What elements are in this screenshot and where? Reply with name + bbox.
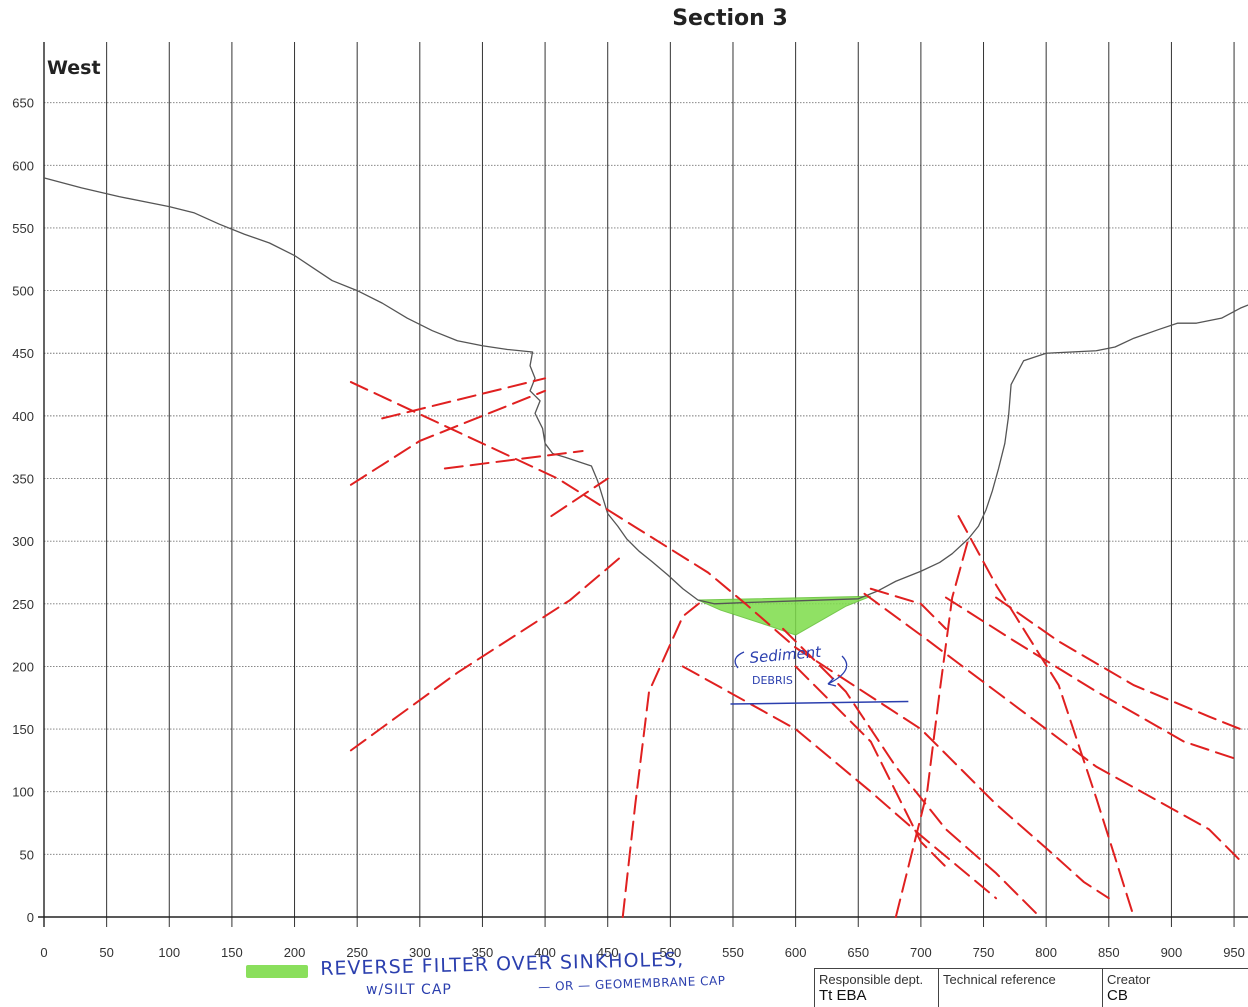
fracture-line [944,596,1242,762]
x-tick-label: 700 [910,945,932,960]
y-tick-label: 100 [12,785,34,800]
x-tick-label: 500 [659,945,681,960]
fracture-line [794,665,947,868]
x-tick-label: 800 [1035,945,1057,960]
x-tick-label: 300 [409,945,431,960]
y-tick-label: 250 [12,597,34,612]
fracture-line [995,596,1242,731]
y-tick-label: 200 [12,659,34,674]
west-label: West [47,57,101,79]
fracture-line [782,627,1041,918]
fracture-line [349,556,622,752]
y-tick-label: 550 [12,221,34,236]
title-block-label: Responsible dept. [819,972,924,987]
annotation-bracket-right [827,655,848,687]
title-block: Responsible dept. Tt EBA Technical refer… [814,968,1248,1007]
y-tick-label: 50 [20,847,34,862]
x-tick-labels: 0 50 100 150 200 250 300 350 400 450 500 550 600 650 7… [40,945,1245,960]
x-tick-label: 50 [99,945,113,960]
annotation-bracket-left [734,651,745,669]
title-block-cell-techref: Technical reference [938,969,1102,1007]
fracture-line [894,537,970,918]
y-tick-labels: 0 50 100 150 200 250 300 350 400 450 500 550 600 650 [12,96,34,925]
fracture-line [869,587,947,630]
legend-swatch [246,965,308,978]
x-tick-label: 650 [847,945,869,960]
ground-profile-line [43,177,1248,605]
x-tick-label: 750 [973,945,995,960]
y-tick-label: 450 [12,346,34,361]
y-tick-label: 500 [12,284,34,299]
fracture-line [381,377,547,420]
y-tick-label: 350 [12,472,34,487]
y-tick-label: 0 [27,910,34,925]
x-tick-label: 950 [1223,945,1245,960]
y-tick-label: 300 [12,534,34,549]
ground-profile [43,177,1248,605]
title-block-label: Technical reference [943,972,1056,987]
title-block-label: Creator [1107,972,1151,987]
sediment-annotation: Sediment DEBRIS [730,643,909,705]
title-block-value: Tt EBA [819,987,867,1004]
fracture-line [957,515,1135,918]
fracture-line [550,477,609,518]
x-tick-label: 450 [597,945,619,960]
sediment-fill [697,595,871,636]
x-tick-label: 0 [40,945,47,960]
fracture-lines [349,377,1242,918]
fracture-line [621,600,703,918]
sediment-fill-area [697,595,871,636]
x-tick-label: 250 [346,945,368,960]
y-tick-label: 650 [12,96,34,111]
y-tick-label: 150 [12,722,34,737]
legend-note-line2: w/SILT CAP [366,982,452,998]
legend-note: REVERSE FILTER OVER SINKHOLES, w/SILT CA… [246,948,806,1006]
horizontal-gridlines [44,102,1248,855]
x-tick-label: 550 [722,945,744,960]
annotation-line1: Sediment [749,643,823,667]
axes [38,42,1248,927]
fracture-line [349,389,547,486]
fracture-line [681,665,998,900]
chart-title: Section 3 [672,6,788,31]
title-block-cell-dept: Responsible dept. Tt EBA [814,969,938,1007]
x-tick-label: 200 [284,945,306,960]
annotation-line2: DEBRIS [752,674,793,687]
x-tick-label: 600 [785,945,807,960]
x-tick-label: 850 [1098,945,1120,960]
y-tick-label: 400 [12,409,34,424]
fracture-line [863,592,1242,862]
vertical-gridlines [106,42,1235,927]
x-tick-label: 900 [1161,945,1183,960]
title-block-value: CB [1107,987,1128,1004]
fracture-line [443,449,584,470]
x-tick-label: 400 [534,945,556,960]
annotation-underline [730,700,909,705]
x-tick-label: 350 [472,945,494,960]
fracture-line [349,381,1110,900]
title-block-cell-creator: Creator CB [1102,969,1248,1007]
y-tick-label: 600 [12,158,34,173]
x-tick-label: 100 [158,945,180,960]
x-tick-label: 150 [221,945,243,960]
legend-note-line3: — OR — GEOMEMBRANE CAP [538,973,726,994]
